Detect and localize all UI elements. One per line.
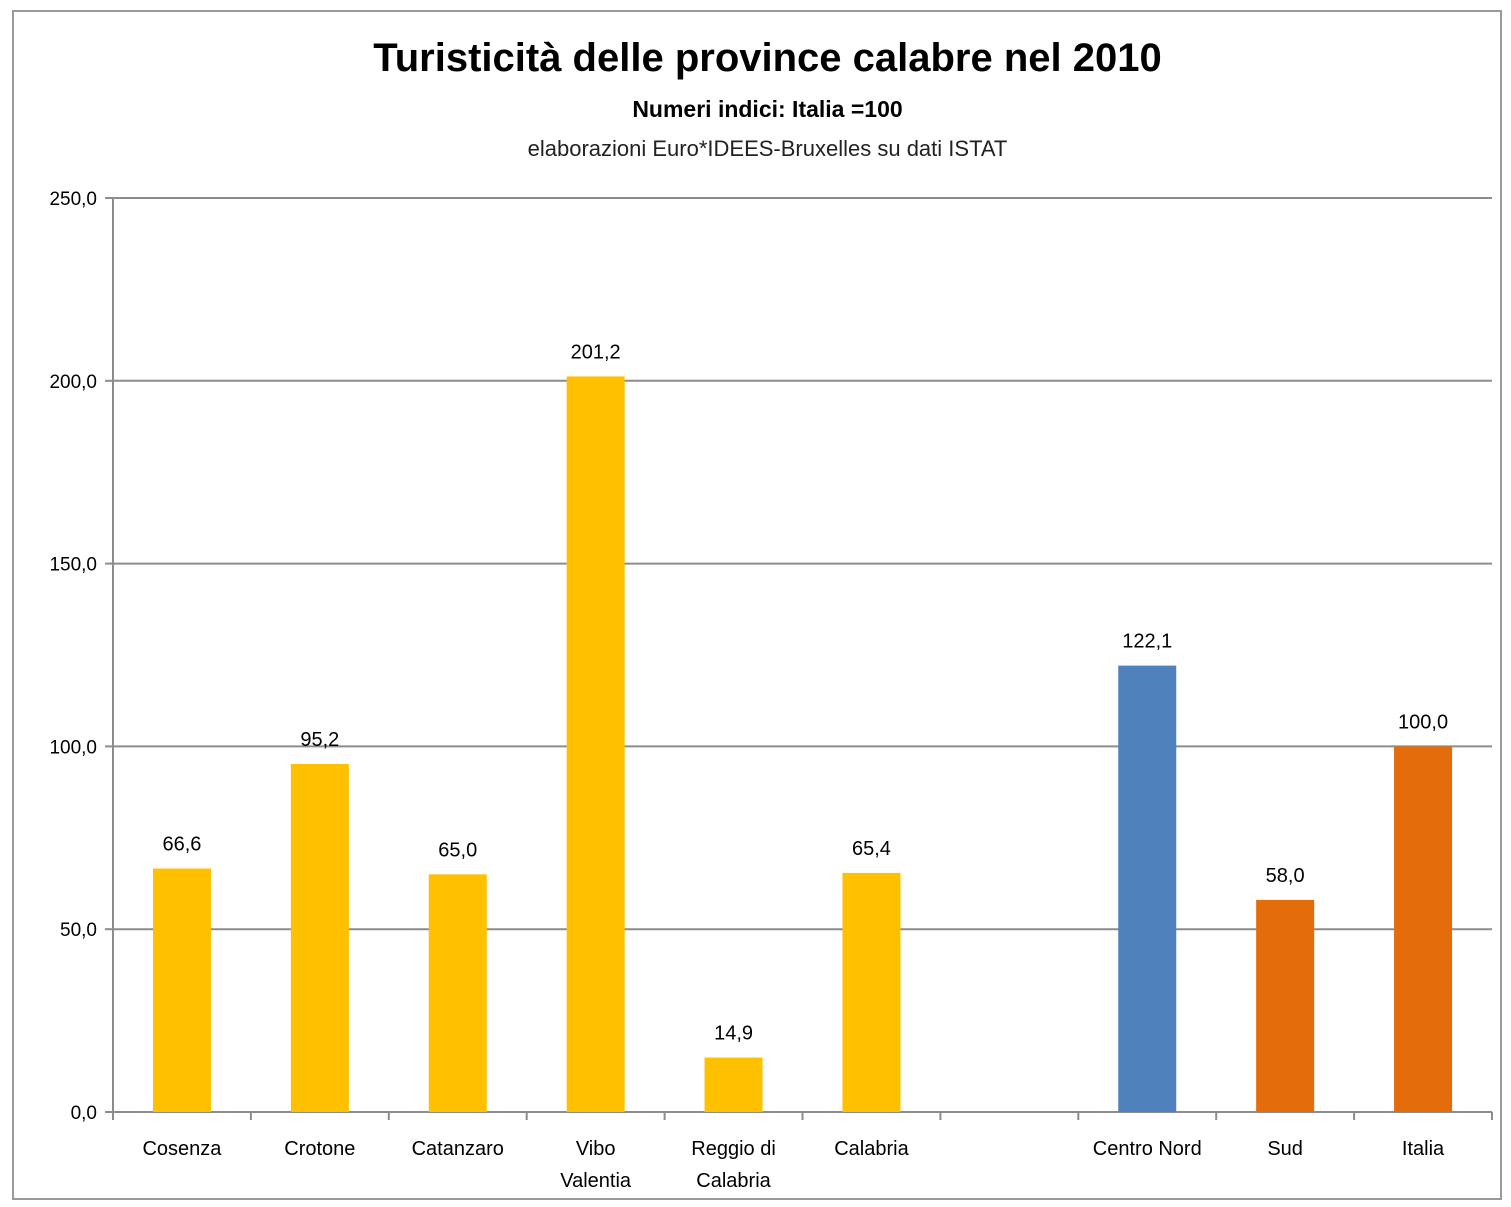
bar <box>428 874 487 1112</box>
y-tick-label: 100,0 <box>49 737 97 758</box>
y-tick-label: 250,0 <box>49 189 97 210</box>
bars <box>152 376 1453 1112</box>
category-label: Catanzaro <box>412 1138 504 1160</box>
data-label: 65,0 <box>438 839 477 861</box>
bar <box>1118 665 1177 1112</box>
chart-subtitle: Numeri indici: Italia =100 <box>632 96 903 122</box>
category-label: Centro Nord <box>1093 1138 1202 1160</box>
y-tick-label: 200,0 <box>49 372 97 393</box>
category-label: Reggio di <box>691 1138 776 1160</box>
chart-title: Turisticità delle province calabre nel 2… <box>373 36 1162 80</box>
category-label: Italia <box>1402 1138 1445 1160</box>
bar <box>842 872 901 1112</box>
category-label: Crotone <box>284 1138 355 1160</box>
data-label: 201,2 <box>571 341 621 363</box>
data-label: 95,2 <box>300 729 339 751</box>
data-label: 65,4 <box>852 838 891 860</box>
bar <box>152 868 211 1112</box>
category-label: Calabria <box>696 1170 771 1192</box>
data-label: 58,0 <box>1266 865 1305 887</box>
category-label: Sud <box>1267 1138 1303 1160</box>
y-tick-label: 150,0 <box>49 555 97 576</box>
chart-frame <box>12 10 1502 1200</box>
bar <box>1394 746 1453 1112</box>
chart-source: elaborazioni Euro*IDEES-Bruxelles su dat… <box>527 136 1008 161</box>
category-label: Valentia <box>560 1170 632 1192</box>
data-label: 100,0 <box>1398 711 1448 733</box>
y-tick-label: 0,0 <box>71 1103 97 1124</box>
y-tick-label: 50,0 <box>60 920 97 941</box>
labels: 0,0 50,0 100,0 150,0 200,0 250,0 66,6 Cosenza 95… <box>49 189 1448 1192</box>
data-label: 14,9 <box>714 1023 753 1045</box>
bar <box>290 763 349 1112</box>
data-label: 122,1 <box>1122 631 1172 653</box>
data-label: 66,6 <box>162 834 201 856</box>
bar <box>566 376 625 1112</box>
category-label: Vibo <box>576 1138 616 1160</box>
bar <box>1256 899 1315 1112</box>
category-label: Calabria <box>834 1138 909 1160</box>
category-label: Cosenza <box>142 1138 222 1160</box>
bar <box>704 1057 763 1112</box>
